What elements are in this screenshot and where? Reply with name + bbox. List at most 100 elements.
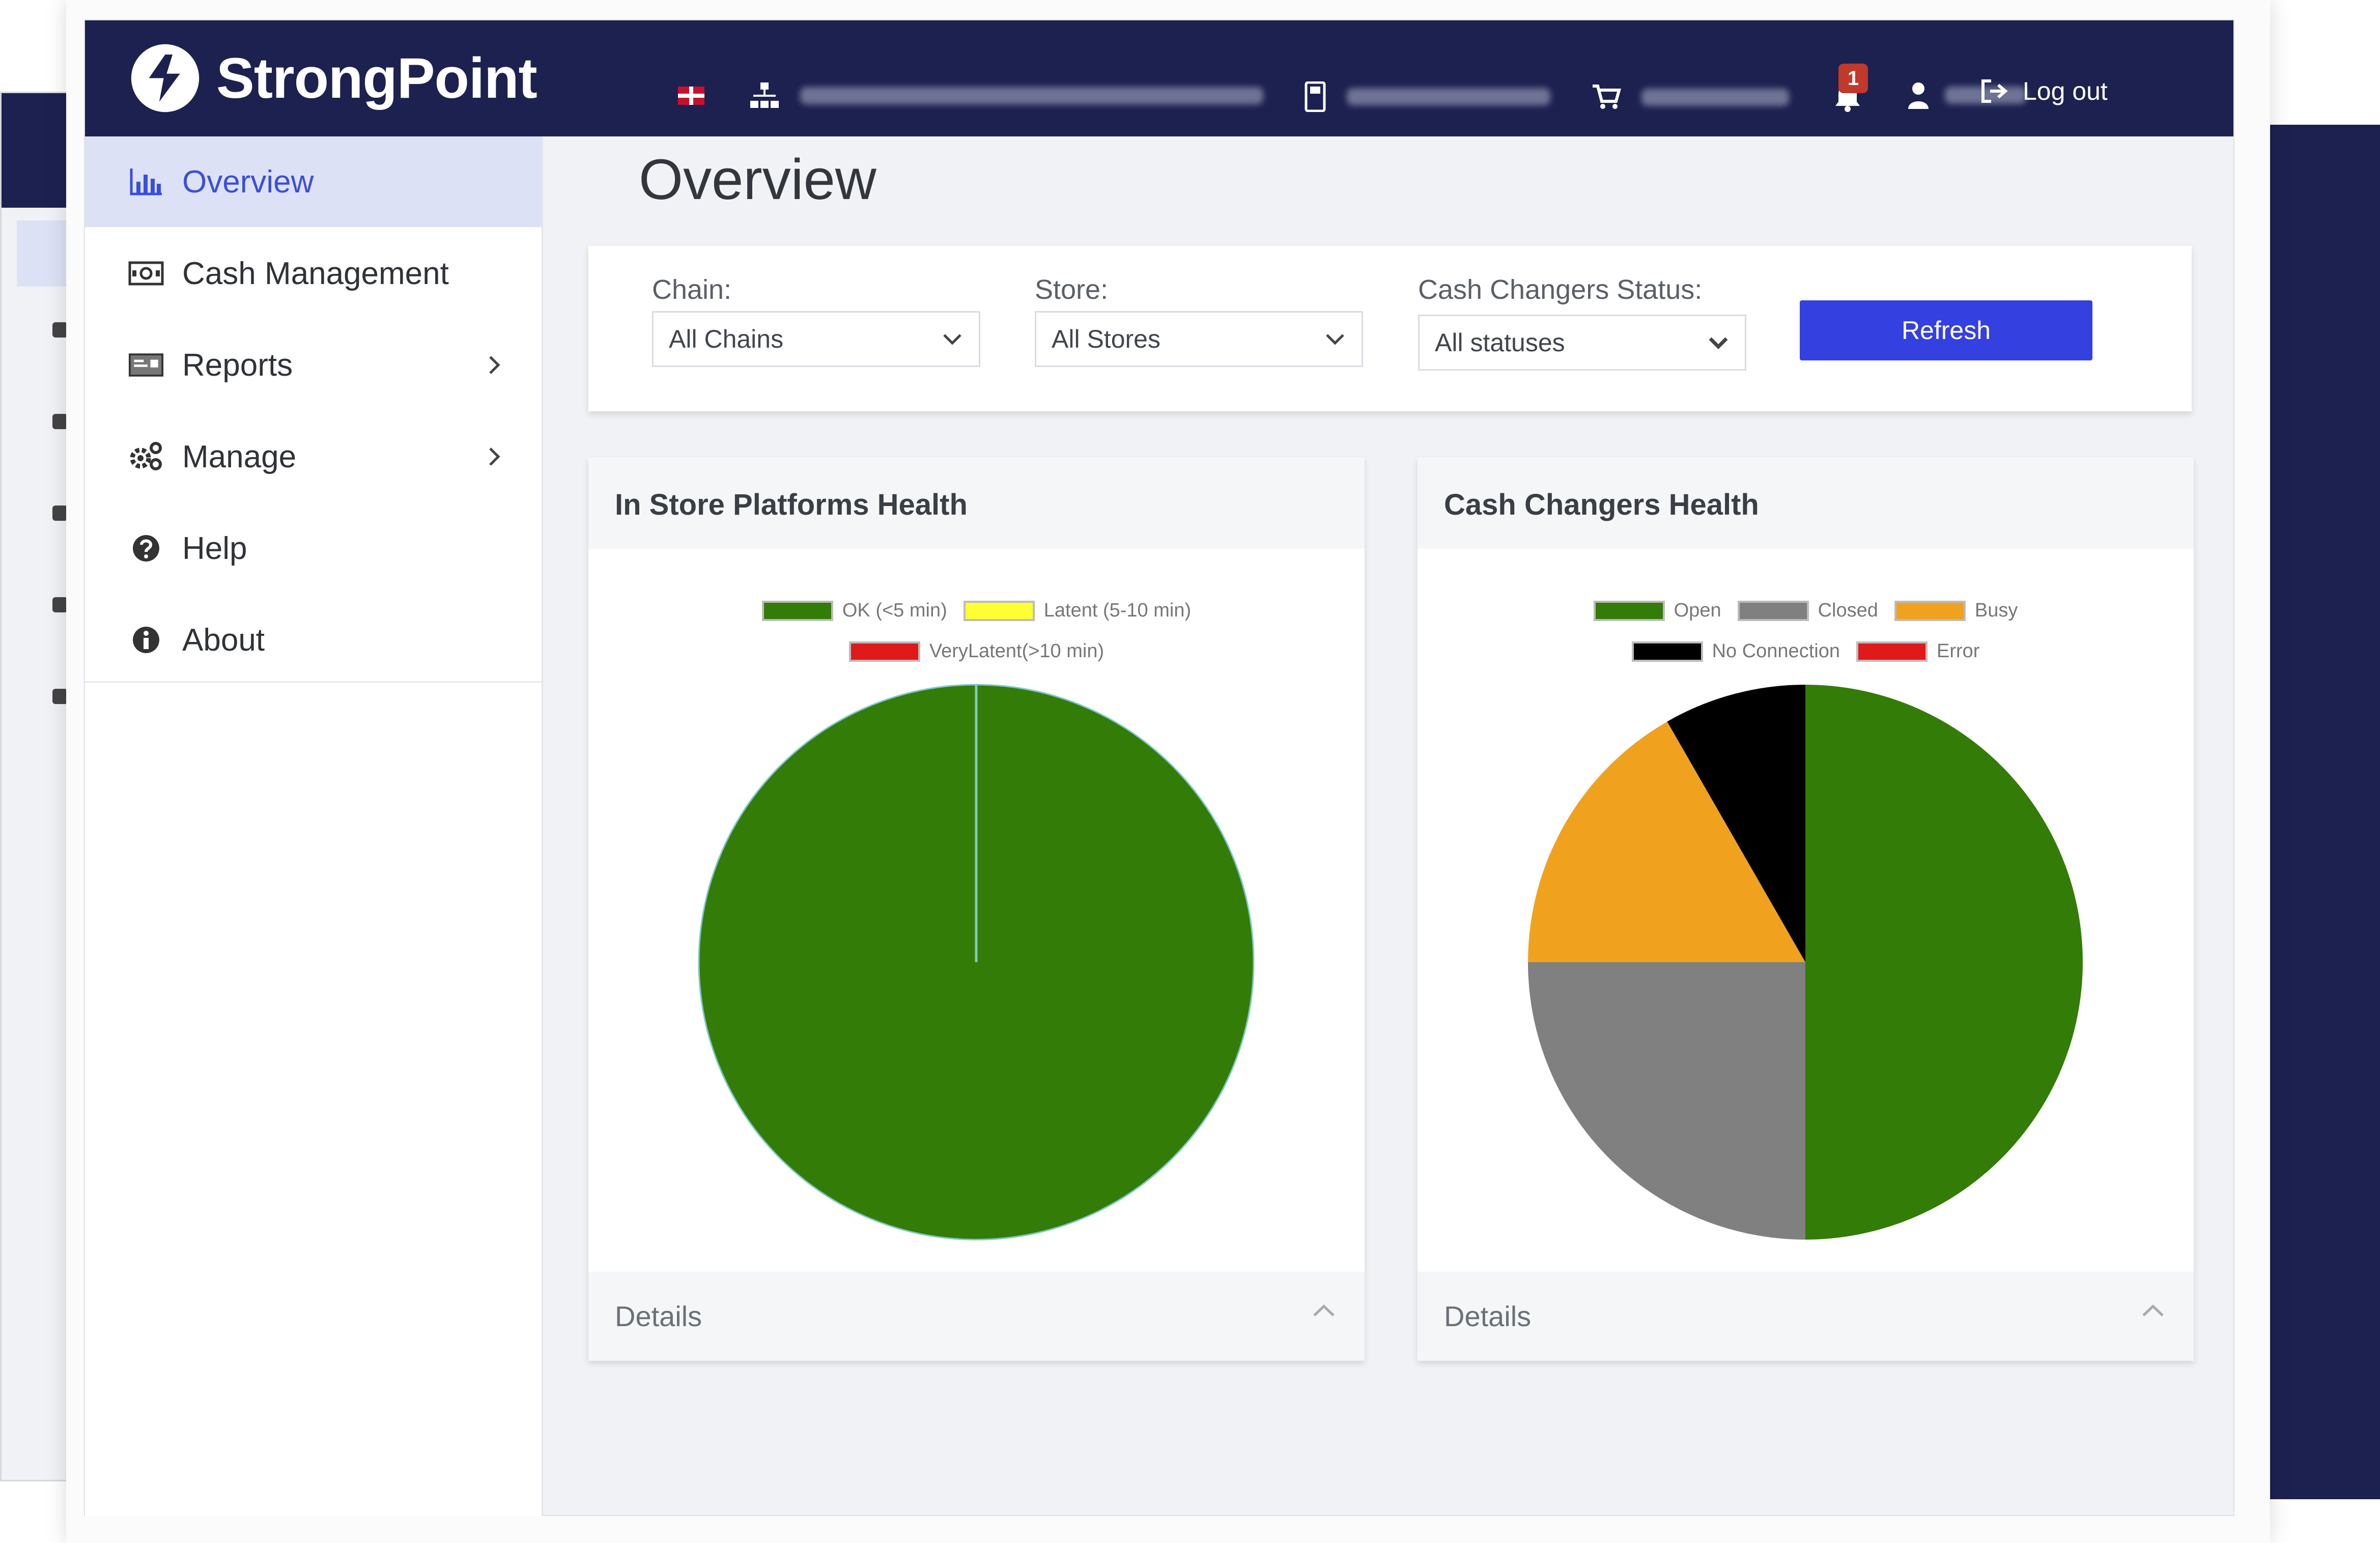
details-toggle[interactable]: Details <box>1418 1272 2194 1361</box>
legend-label: Error <box>1936 640 1980 662</box>
pie-slice-closed[interactable] <box>1528 962 1805 1240</box>
chevron-down-icon <box>1326 334 1344 345</box>
legend-item[interactable]: Latent (5-10 min) <box>963 600 1192 622</box>
store-label: Store: <box>1035 274 1109 305</box>
chart-legend: No Connection Error <box>1418 640 2194 662</box>
legend-label: Latent (5-10 min) <box>1043 600 1192 621</box>
chart-legend: OK (<5 min) Latent (5-10 min) <box>588 600 1365 622</box>
legend-label: OK (<5 min) <box>842 600 947 621</box>
legend-swatch <box>1631 641 1703 662</box>
refresh-button[interactable]: Refresh <box>1800 300 2092 360</box>
pie-slice-open[interactable] <box>1805 685 2083 1240</box>
background-window-icon <box>52 597 68 612</box>
details-toggle[interactable]: Details <box>588 1272 1365 1361</box>
app-frame: StrongPoint <box>84 19 2234 1516</box>
legend-label: Closed <box>1818 600 1878 621</box>
chain-select[interactable]: All Chains <box>652 311 980 367</box>
chart-legend: VeryLatent(>10 min) <box>588 640 1365 662</box>
chevron-down-icon <box>943 334 961 345</box>
legend-swatch <box>1856 641 1928 662</box>
chevron-right-icon <box>489 356 500 374</box>
legend-swatch <box>761 600 833 621</box>
device-selector[interactable] <box>1304 81 1550 112</box>
chain-select-value: All Chains <box>669 325 784 353</box>
cash-changers-health-panel: Cash Changers Health Open Closed Busy <box>1418 457 2194 1361</box>
logout-icon <box>1981 79 2008 103</box>
legend-item[interactable]: VeryLatent(>10 min) <box>848 640 1104 662</box>
background-window-right <box>2268 125 2380 1499</box>
sidebar-item-label: Overview <box>182 164 314 200</box>
logout-label: Log out <box>2023 77 2108 105</box>
user-icon <box>1908 82 1929 109</box>
legend-swatch <box>1593 600 1665 621</box>
report-icon <box>128 347 164 383</box>
panel-title: In Store Platforms Health <box>588 457 1365 549</box>
pie-slice-no-connection[interactable] <box>1667 685 1805 962</box>
store-select[interactable]: All Stores <box>1035 311 1363 367</box>
sidebar-item-label: About <box>182 622 265 658</box>
sidebar-item-reports[interactable]: Reports <box>85 320 542 410</box>
chevron-up-icon <box>1313 1304 1335 1316</box>
device-icon <box>1305 81 1326 112</box>
legend-label: Open <box>1674 600 1721 621</box>
top-navbar: StrongPoint <box>85 20 2233 136</box>
notification-count-badge: 1 <box>1838 64 1868 93</box>
panel-title: Cash Changers Health <box>1418 457 2194 549</box>
sidebar-item-label: Reports <box>182 347 293 383</box>
legend-swatch <box>963 600 1035 621</box>
cart-icon <box>1593 85 1621 109</box>
legend-label: Busy <box>1974 600 2018 621</box>
organization-icon <box>750 82 779 108</box>
cash-icon <box>128 256 164 291</box>
sidebar-item-overview[interactable]: Overview <box>85 136 542 227</box>
sidebar-item-label: Cash Management <box>182 256 449 291</box>
filters-card: Chain: All Chains Store: All Stores Cash… <box>588 246 2192 411</box>
legend-swatch <box>1894 600 1966 621</box>
chevron-down-icon <box>1709 337 1728 349</box>
legend-label: No Connection <box>1712 640 1840 662</box>
cash-changers-pie-chart <box>1528 685 2083 1240</box>
legend-item[interactable]: Open <box>1593 600 1721 622</box>
sidebar-item-cash-management[interactable]: Cash Management <box>85 228 542 319</box>
info-icon <box>128 622 164 658</box>
user-menu[interactable] <box>1907 81 2026 109</box>
flag-icon[interactable] <box>678 87 704 105</box>
sidebar-item-label: Help <box>182 530 247 566</box>
sidebar-item-manage[interactable]: Manage <box>85 411 542 502</box>
status-select-value: All statuses <box>1435 328 1565 357</box>
status-select[interactable]: All statuses <box>1418 315 1746 371</box>
organization-name-redacted <box>800 87 1263 104</box>
sidebar-item-about[interactable]: About <box>85 595 542 685</box>
logout-button[interactable]: Log out <box>1981 76 2108 106</box>
gears-icon <box>128 439 164 474</box>
legend-item[interactable]: Busy <box>1894 600 2018 622</box>
sidebar-item-label: Manage <box>182 439 297 474</box>
legend-item[interactable]: No Connection <box>1631 640 1840 662</box>
details-label: Details <box>1444 1300 1532 1332</box>
store-select-value: All Stores <box>1052 325 1160 353</box>
legend-swatch <box>1737 600 1809 621</box>
legend-swatch <box>848 641 920 662</box>
background-window-icon <box>52 322 68 338</box>
background-window-icon <box>52 414 68 429</box>
logo-text: StrongPoint <box>216 46 537 110</box>
background-window-icon <box>52 506 68 521</box>
logo-icon <box>131 44 200 112</box>
platforms-pie-chart <box>698 684 1255 1241</box>
status-label: Cash Changers Status: <box>1418 274 1703 305</box>
logo[interactable]: StrongPoint <box>128 40 537 116</box>
pie-slice-busy[interactable] <box>1528 721 1805 962</box>
sidebar-item-help[interactable]: Help <box>85 503 542 594</box>
chevron-right-icon <box>489 447 500 466</box>
store-selector[interactable] <box>1592 84 1789 110</box>
platforms-health-panel: In Store Platforms Health OK (<5 min) La… <box>588 457 1365 1361</box>
organization-selector[interactable] <box>749 80 1263 111</box>
legend-item[interactable]: Closed <box>1737 600 1878 622</box>
legend-item[interactable]: Error <box>1856 640 1979 662</box>
main-content: Overview Chain: All Chains Store: All St… <box>545 136 2234 1516</box>
chart-legend: Open Closed Busy <box>1418 600 2194 622</box>
legend-item[interactable]: OK (<5 min) <box>761 600 947 622</box>
store-name-redacted <box>1641 89 1789 106</box>
device-name-redacted <box>1347 88 1550 105</box>
chain-label: Chain: <box>652 274 732 305</box>
